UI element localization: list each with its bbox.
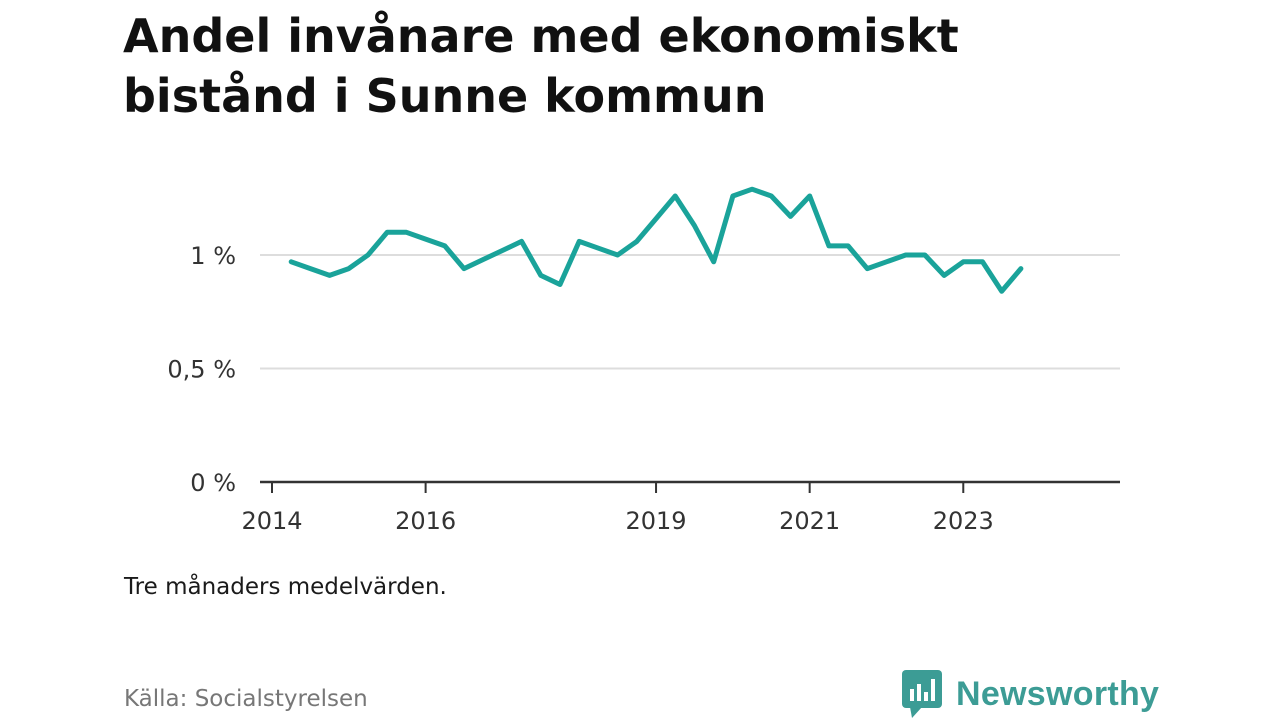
x-tick-label: 2021 — [779, 507, 840, 535]
chart-title: Andel invånare med ekonomiskt bistånd i … — [123, 9, 959, 123]
y-tick-label: 0,5 % — [167, 356, 236, 384]
x-tick-label: 2023 — [933, 507, 994, 535]
chart-note: Tre månaders medelvärden. — [124, 574, 447, 600]
y-tick-label: 0 % — [190, 469, 236, 497]
brand-name: Newsworthy — [956, 674, 1160, 713]
x-tick-label: 2014 — [241, 507, 302, 535]
x-tick-label: 2016 — [395, 507, 456, 535]
brand-logo: Newsworthy — [902, 670, 1159, 718]
bar-chart-speech-bubble-icon — [902, 670, 942, 718]
x-axis — [260, 480, 1120, 493]
x-axis-labels: 2014 2016 2019 2021 2023 — [241, 507, 993, 535]
series-group — [288, 186, 1024, 294]
y-tick-label: 1 % — [190, 242, 236, 270]
y-axis-labels: 0 % 0,5 % 1 % — [167, 242, 236, 497]
gridlines — [260, 254, 1120, 370]
x-tick-label: 2019 — [626, 507, 687, 535]
source-label: Källa: Socialstyrelsen — [124, 686, 368, 712]
series-line — [288, 186, 1024, 294]
